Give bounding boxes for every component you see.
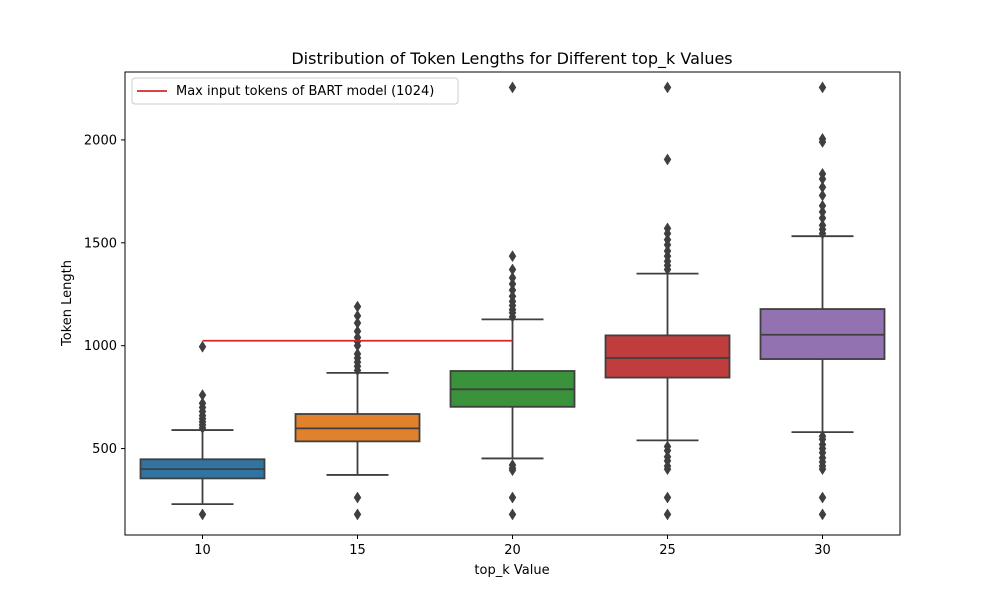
- outlier-point: [508, 290, 517, 303]
- y-axis: 500 1000 1500 2000: [84, 133, 125, 457]
- outlier-point: [818, 491, 827, 504]
- outlier-point: [198, 508, 207, 521]
- x-tick-label: 25: [659, 543, 676, 558]
- outlier-point: [663, 233, 672, 246]
- x-tick-label: 30: [814, 543, 831, 558]
- outlier-point: [663, 222, 672, 235]
- outlier-point: [508, 250, 517, 263]
- outlier-point: [508, 81, 517, 94]
- x-tick-label: 15: [349, 543, 366, 558]
- outlier-point: [663, 153, 672, 166]
- x-axis: 10 15 20 25 30: [194, 535, 831, 558]
- outlier-point: [508, 284, 517, 297]
- outlier-point: [663, 450, 672, 463]
- plot-content: [139, 81, 886, 521]
- box-25: [604, 81, 731, 521]
- legend-frame: [131, 77, 459, 105]
- outlier-point: [508, 508, 517, 521]
- outlier-point: [818, 167, 827, 180]
- outlier-point: [508, 459, 517, 472]
- outlier-point: [663, 440, 672, 453]
- outlier-point: [353, 491, 362, 504]
- box-body: [604, 334, 731, 379]
- outlier-point: [663, 508, 672, 521]
- box-20: [449, 81, 576, 521]
- outlier-point: [663, 491, 672, 504]
- outlier-point: [198, 340, 207, 353]
- outlier-point: [508, 263, 517, 276]
- outlier-point: [353, 325, 362, 338]
- x-axis-label: top_k Value: [474, 563, 549, 578]
- y-axis-label: Token Length: [60, 260, 75, 347]
- outlier-point: [198, 389, 207, 402]
- outlier-point: [508, 271, 517, 284]
- outlier-point: [818, 205, 827, 218]
- outlier-point: [353, 347, 362, 360]
- outlier-point: [818, 132, 827, 145]
- y-tick-label: 1000: [84, 339, 117, 354]
- outlier-point: [818, 199, 827, 212]
- box-15: [294, 300, 421, 521]
- outlier-point: [818, 81, 827, 94]
- outlier-point: [353, 508, 362, 521]
- outlier-point: [818, 508, 827, 521]
- box-30: [759, 81, 886, 521]
- outlier-point: [818, 430, 827, 443]
- y-tick-label: 2000: [84, 133, 117, 148]
- box-10: [139, 340, 266, 521]
- outlier-point: [818, 181, 827, 194]
- outlier-point: [818, 212, 827, 225]
- outlier-point: [818, 189, 827, 202]
- x-tick-label: 20: [504, 543, 521, 558]
- outlier-point: [508, 491, 517, 504]
- x-tick-label: 10: [194, 543, 211, 558]
- outlier-point: [353, 317, 362, 330]
- outlier-point: [818, 219, 827, 232]
- legend: Max input tokens of BART model (1024): [131, 77, 459, 105]
- outlier-point: [663, 245, 672, 257]
- y-tick-label: 1500: [84, 236, 117, 251]
- outlier-point: [663, 81, 672, 94]
- outlier-point: [198, 397, 207, 410]
- outlier-point: [508, 277, 517, 290]
- legend-entry-label: Max input tokens of BART model (1024): [176, 84, 434, 99]
- outlier-point: [353, 309, 362, 322]
- chart-title: Distribution of Token Lengths for Differ…: [291, 49, 732, 69]
- outlier-point: [353, 300, 362, 313]
- y-tick-label: 500: [92, 442, 117, 457]
